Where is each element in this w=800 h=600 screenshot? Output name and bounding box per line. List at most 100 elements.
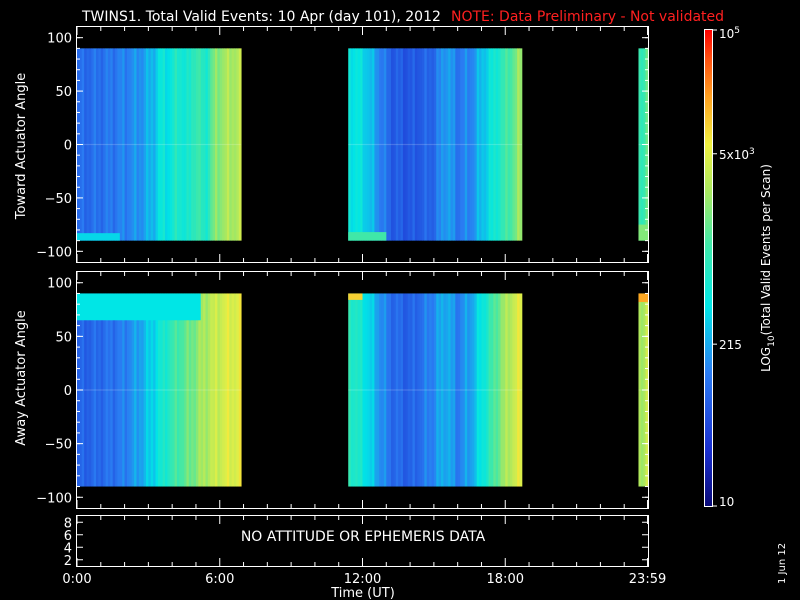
heat-column [510, 48, 513, 241]
y-tick-label: 2 [64, 554, 72, 569]
heat-column [381, 293, 385, 487]
heat-column [376, 293, 380, 487]
heat-column [134, 293, 137, 487]
heat-column [91, 293, 95, 487]
data-segment [77, 48, 242, 241]
heat-column [441, 48, 444, 241]
heat-column [379, 293, 382, 487]
heat-column [362, 293, 366, 487]
heat-column [476, 293, 480, 487]
heat-column [495, 48, 499, 241]
heat-column [512, 293, 516, 487]
heat-column [372, 48, 375, 241]
toward-actuator-panel: 100 50 0 −50 −100 [36, 26, 649, 263]
zero-line [348, 389, 522, 391]
y-tick-label: 100 [47, 277, 72, 292]
heat-column [426, 48, 430, 241]
heat-column [210, 293, 214, 487]
heat-column [181, 48, 185, 241]
heat-column [519, 48, 523, 241]
heat-column [519, 293, 523, 487]
heat-column [231, 293, 235, 487]
heat-column [457, 48, 461, 241]
heat-column [467, 293, 470, 487]
heat-band [348, 293, 363, 300]
colorbar-label-rest: (Total Valid Events per Scan) [759, 164, 773, 335]
colorbar-tick-label: 5x103 [719, 147, 755, 162]
heat-column [400, 48, 404, 241]
heat-column [224, 48, 228, 241]
heat-column [348, 293, 352, 487]
heat-column [122, 293, 125, 487]
heat-column [207, 293, 211, 487]
heat-column [155, 293, 159, 487]
colorbar-frame [704, 29, 713, 507]
heat-column [476, 48, 480, 241]
heat-column [98, 48, 102, 241]
heat-column [474, 48, 478, 241]
heat-column [391, 48, 394, 241]
heat-column [138, 48, 142, 241]
heat-column [103, 293, 106, 487]
heat-column [407, 293, 411, 487]
heat-column [148, 293, 152, 487]
heat-column [405, 293, 409, 487]
heat-column [131, 48, 135, 241]
heat-column [429, 293, 432, 487]
heat-column [398, 293, 401, 487]
heat-column [429, 48, 432, 241]
toward-ylabel: Toward Actuator Angle [14, 73, 29, 220]
heat-column [400, 293, 404, 487]
y-tick-label: 0 [64, 139, 72, 154]
heat-column [105, 48, 109, 241]
heat-column [514, 293, 518, 487]
heat-column [431, 48, 435, 241]
heat-column [490, 293, 494, 487]
heat-column [455, 48, 459, 241]
heat-column [96, 293, 99, 487]
heat-column [414, 293, 418, 487]
heat-column [486, 293, 489, 487]
heat-column [364, 293, 368, 487]
heat-column [98, 293, 102, 487]
heat-band [77, 233, 120, 241]
heat-band [348, 232, 387, 241]
y-tick-label: 8 [64, 516, 72, 531]
heat-column [464, 48, 468, 241]
heat-column [134, 48, 137, 241]
heat-column [165, 48, 168, 241]
heat-column [505, 48, 509, 241]
zero-line [348, 143, 522, 146]
heat-column [150, 48, 154, 241]
heat-column [100, 48, 104, 241]
heat-column [212, 293, 216, 487]
panel-frame [76, 271, 649, 509]
heat-column [88, 48, 92, 241]
heat-column [138, 293, 142, 487]
heat-column [481, 48, 485, 241]
heat-column [124, 293, 128, 487]
heat-column [355, 293, 359, 487]
heat-column [119, 293, 123, 487]
heat-column [174, 293, 178, 487]
heat-column [419, 293, 423, 487]
heat-column [224, 293, 228, 487]
heat-column [110, 293, 114, 487]
heat-column [136, 293, 140, 487]
heat-column [395, 48, 399, 241]
heat-column [395, 293, 399, 487]
panel-frame [76, 515, 649, 567]
heat-column [367, 293, 371, 487]
y-tick-label: 100 [47, 32, 72, 47]
heat-column [507, 48, 511, 241]
heat-column [186, 293, 190, 487]
heat-column [162, 48, 166, 241]
heat-column [500, 48, 504, 241]
heat-column [419, 48, 423, 241]
heat-column [86, 48, 90, 241]
heat-column [486, 48, 489, 241]
heat-column [517, 48, 520, 241]
heat-column [438, 48, 442, 241]
colorbar-tick-base: 5x10 [719, 148, 749, 162]
